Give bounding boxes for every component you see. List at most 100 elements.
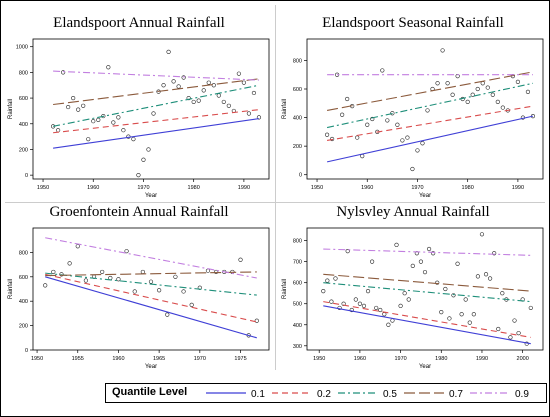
- data-point: [165, 312, 170, 317]
- data-point: [515, 79, 520, 84]
- data-point: [496, 326, 501, 332]
- x-tick-label: 1970: [411, 185, 423, 191]
- legend-items: 0.1 0.2 0.5 0.7 0.9: [206, 389, 529, 400]
- y-axis-label: Rainfall: [8, 279, 14, 299]
- y-tick-label: 800: [293, 58, 302, 64]
- chart-title: Nylsvley Annual Rainfall: [336, 204, 490, 220]
- y-tick-label: 600: [19, 96, 28, 102]
- data-point: [465, 99, 470, 104]
- x-tick-label: 1960: [361, 185, 373, 191]
- data-point: [131, 137, 136, 142]
- data-point: [189, 302, 194, 307]
- legend-label: 0.2: [317, 389, 331, 400]
- data-point: [141, 157, 146, 162]
- data-point: [238, 257, 243, 262]
- data-point: [508, 335, 513, 340]
- x-tick-label: 1980: [188, 185, 200, 191]
- data-point: [459, 312, 464, 317]
- y-tick-label: 400: [293, 116, 302, 122]
- y-tick-label: 0: [25, 348, 28, 354]
- y-axis-label: Rainfall: [282, 99, 288, 119]
- data-point: [254, 318, 259, 323]
- data-point: [81, 103, 86, 108]
- data-point: [483, 272, 489, 277]
- x-tick-label: 1980: [435, 356, 447, 362]
- chart-plot: 1950 1960 1970 1980 1990 0 200 400 600 800 1000 Yea…: [8, 38, 270, 199]
- x-tick-label: 1990: [512, 185, 524, 191]
- data-point: [361, 303, 367, 308]
- data-point: [435, 280, 440, 285]
- data-point: [418, 259, 424, 264]
- data-point: [75, 244, 80, 249]
- data-point: [333, 276, 338, 281]
- data-point: [186, 95, 191, 101]
- chart-title: Groenfontein Annual Rainfall: [49, 204, 229, 220]
- chart-panel-nylsvley-annual: Nylsvley Annual Rainfall 1950 1960 1970 198…: [279, 204, 547, 372]
- data-point: [406, 297, 411, 302]
- data-point: [161, 83, 166, 88]
- data-point: [370, 259, 375, 264]
- data-point: [330, 136, 335, 142]
- data-point: [96, 117, 101, 123]
- data-point: [151, 111, 156, 116]
- vertical-divider: [275, 5, 276, 370]
- data-point: [485, 85, 490, 90]
- data-point: [201, 88, 206, 93]
- chart-title: Elandspoort Seasonal Rainfall: [322, 15, 504, 31]
- x-tick-label: 1960: [354, 356, 366, 362]
- x-axis-label: Year: [419, 193, 431, 199]
- data-point: [357, 301, 362, 306]
- data-point: [463, 297, 468, 302]
- data-point: [349, 307, 354, 313]
- x-tick-label: 1970: [194, 356, 206, 362]
- data-point: [355, 135, 360, 140]
- data-point: [422, 270, 428, 275]
- data-point: [146, 147, 151, 152]
- legend-label: 0.9: [515, 389, 529, 400]
- data-point: [59, 272, 64, 277]
- data-point: [492, 251, 497, 256]
- y-tick-label: 800: [19, 250, 28, 256]
- y-tick-label: 800: [293, 239, 302, 245]
- x-tick-label: 1975: [234, 356, 246, 362]
- data-point: [221, 99, 226, 105]
- data-point: [61, 70, 66, 75]
- data-point: [400, 138, 405, 143]
- quantile-line-0.7: [323, 273, 531, 292]
- data-point: [447, 316, 452, 321]
- data-point: [365, 289, 371, 294]
- data-point: [420, 141, 425, 146]
- data-point: [500, 105, 505, 110]
- x-axis-label: Year: [419, 364, 431, 370]
- quantile-line-0.2: [326, 105, 534, 141]
- y-axis-label: Rainfall: [8, 99, 14, 119]
- data-point: [124, 249, 129, 254]
- data-point: [340, 112, 345, 117]
- x-tick-label: 1950: [37, 185, 49, 191]
- y-tick-label: 0: [299, 173, 302, 179]
- data-point: [116, 115, 121, 120]
- legend: Quantile Level 0.1 0.2 0.5 0.7 0.9: [105, 383, 547, 403]
- x-tick-label: 1970: [137, 185, 149, 191]
- legend-title: Quantile Level: [112, 386, 188, 398]
- y-tick-label: 400: [293, 323, 302, 329]
- chart-plot: 1950 1960 1970 1980 1990 2000 300 400 500 600 700 8…: [282, 227, 544, 370]
- x-tick-label: 1960: [87, 185, 99, 191]
- data-point: [171, 79, 176, 84]
- data-point: [500, 291, 505, 296]
- horizontal-divider: [5, 202, 545, 203]
- data-point: [116, 277, 121, 282]
- data-point: [140, 269, 145, 275]
- data-point: [101, 113, 106, 119]
- legend-label: 0.7: [449, 389, 463, 400]
- data-point: [451, 293, 456, 298]
- data-point: [76, 107, 81, 112]
- quantile-line-0.2: [45, 273, 257, 323]
- y-tick-label: 1000: [16, 45, 28, 51]
- y-tick-label: 0: [25, 173, 28, 179]
- quantile-line-0.2: [53, 109, 260, 134]
- data-point: [439, 310, 444, 315]
- data-point: [479, 232, 485, 237]
- data-point: [471, 312, 476, 317]
- data-point: [390, 111, 395, 116]
